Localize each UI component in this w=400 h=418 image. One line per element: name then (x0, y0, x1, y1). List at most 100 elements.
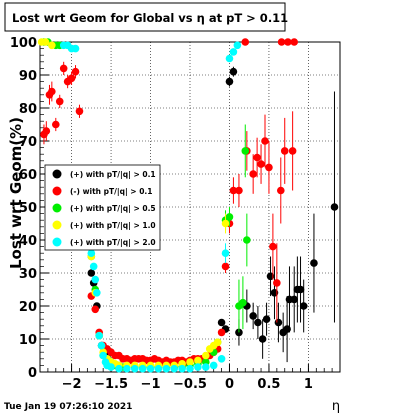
data-point (154, 364, 163, 373)
x-tick-label: −2 (62, 377, 82, 392)
data-point (201, 351, 210, 360)
data-point (273, 279, 281, 287)
data-point (146, 364, 155, 373)
y-tick-label: 40 (19, 234, 37, 249)
data-point (178, 364, 186, 373)
legend-marker (52, 203, 62, 213)
data-point (95, 331, 104, 340)
data-point (71, 67, 80, 76)
data-point (59, 64, 68, 73)
data-point (261, 137, 269, 145)
data-point (41, 38, 50, 46)
y-tick-label: 10 (19, 333, 37, 348)
x-axis-label: η (332, 399, 340, 414)
legend-marker (52, 169, 62, 179)
legend-marker (52, 237, 62, 247)
data-point (254, 318, 262, 327)
data-points (37, 38, 339, 373)
y-tick-label: 20 (19, 300, 37, 315)
legend-entry: (-) with pT/|q| > 0.1 (70, 187, 152, 197)
data-point (107, 363, 115, 371)
legend-entry: (+) with pT/|q| > 2.0 (70, 238, 156, 248)
data-point (217, 355, 226, 363)
data-point (194, 363, 202, 371)
data-point (67, 74, 76, 83)
x-tick-label: 0.5 (257, 377, 280, 392)
y-tick-label: 70 (19, 135, 37, 150)
y-tick-label: 80 (19, 102, 37, 117)
data-point (269, 242, 277, 251)
data-point (296, 285, 305, 294)
data-point (97, 341, 106, 350)
data-point (213, 338, 222, 347)
data-point (48, 41, 56, 50)
data-point (235, 186, 243, 195)
data-point (138, 364, 147, 373)
data-point (91, 275, 100, 284)
data-point (258, 335, 267, 343)
y-tick-label: 30 (19, 267, 37, 282)
data-point (55, 97, 64, 106)
data-point (280, 147, 289, 155)
data-point (243, 236, 251, 244)
data-point (290, 38, 299, 46)
data-point (299, 302, 308, 310)
data-point (194, 356, 202, 365)
legend-entry: (+) with pT/|q| > 1.0 (70, 221, 156, 231)
data-point (253, 153, 261, 162)
data-point (51, 120, 60, 129)
data-point (262, 315, 271, 324)
data-point (170, 364, 179, 373)
data-point (42, 127, 51, 135)
data-point (186, 358, 194, 366)
data-point (99, 351, 107, 360)
data-point (217, 318, 226, 327)
legend-entry: (+) with pT/|q| > 0.5 (70, 204, 156, 214)
data-point (225, 77, 234, 86)
data-point (249, 312, 257, 320)
data-point (201, 363, 210, 371)
data-point (225, 54, 234, 63)
legend-box (44, 164, 161, 251)
data-point (241, 147, 250, 155)
data-point (274, 318, 283, 327)
y-tick-label: 60 (19, 168, 37, 183)
data-point (162, 364, 171, 373)
timestamp-footer: Tue Jan 19 07:26:10 2021 (4, 402, 132, 412)
data-point (310, 259, 318, 267)
data-point (75, 107, 84, 116)
y-tick-label: 90 (19, 69, 37, 84)
data-point (221, 249, 230, 257)
data-point (93, 289, 101, 297)
legend-marker (52, 186, 62, 196)
data-point (221, 262, 230, 271)
data-point (221, 219, 230, 228)
data-point (87, 269, 96, 277)
data-point (209, 361, 218, 370)
data-point (290, 295, 299, 304)
data-point (217, 328, 226, 337)
data-point (123, 364, 131, 373)
data-point (89, 262, 98, 271)
legend-entry: (+) with pT/|q| > 0.1 (70, 170, 156, 180)
data-point (233, 41, 242, 50)
data-point (277, 38, 286, 46)
y-tick-label: 0 (28, 366, 37, 381)
data-point (284, 38, 292, 46)
y-tick-label: 50 (19, 201, 37, 216)
x-tick-label: 1 (304, 377, 313, 392)
data-point (91, 305, 100, 314)
data-point (265, 163, 273, 172)
x-tick-label: 0 (225, 377, 234, 392)
x-tick-label: −1 (141, 377, 161, 392)
data-point (239, 298, 247, 307)
data-point (229, 186, 238, 195)
data-point (115, 364, 123, 373)
legend: (+) with pT/|q| > 0.1 (-) with pT/|q| > 0… (44, 164, 161, 251)
y-tick-label: 100 (10, 36, 37, 51)
title-box (4, 2, 286, 32)
y-axis-label: Lost wrt Geom(%) (7, 117, 25, 269)
data-point (257, 160, 265, 168)
